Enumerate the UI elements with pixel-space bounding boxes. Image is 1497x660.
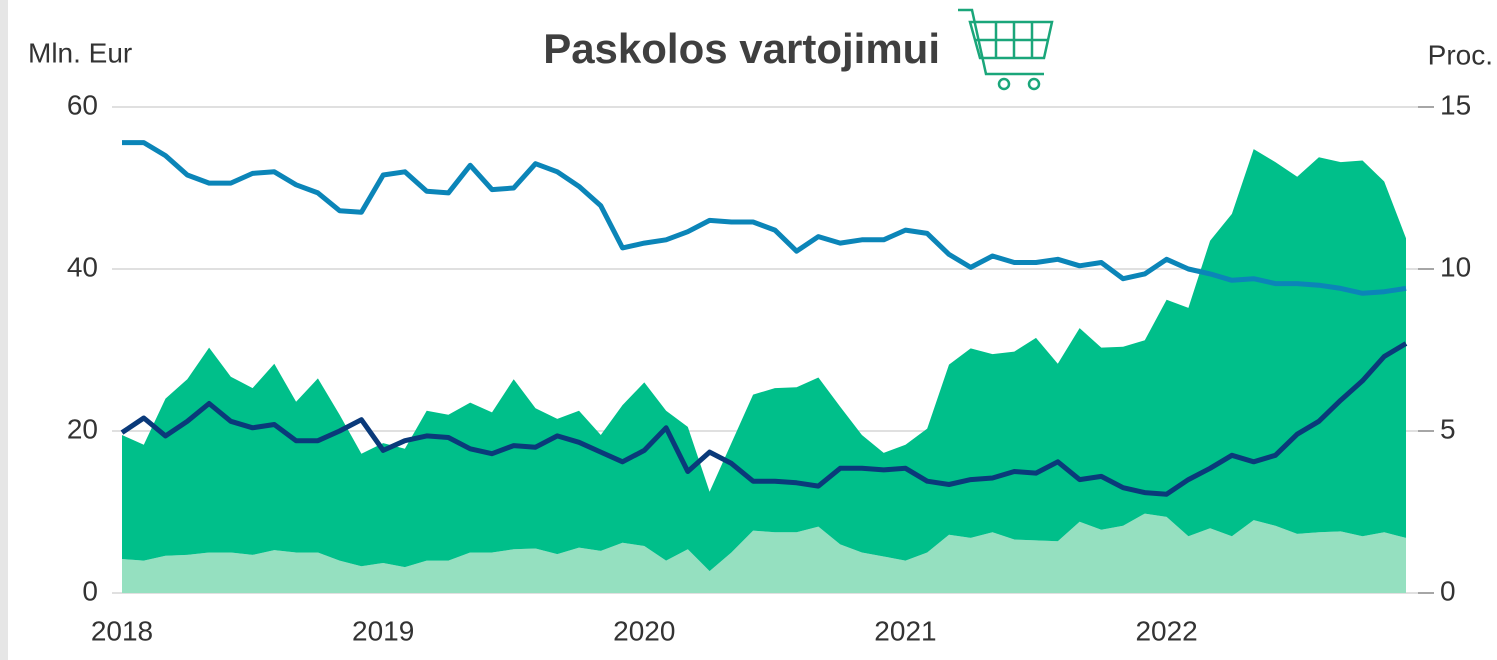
y2-tick-label: 15 — [1440, 89, 1471, 120]
line — [120, 341, 1408, 497]
area — [122, 149, 1406, 572]
chart-title: Paskolos vartojimui — [543, 25, 940, 72]
y2-tick-label: 5 — [1440, 413, 1456, 444]
x-tick-label: 2021 — [874, 615, 936, 646]
area — [122, 513, 1406, 593]
x-tick-label: 2022 — [1135, 615, 1197, 646]
y2-axis-label: Proc. — [1428, 39, 1493, 70]
y-tick-label: 20 — [67, 413, 98, 444]
y2-tick-label: 10 — [1440, 251, 1471, 282]
y-tick-label: 60 — [67, 89, 98, 120]
x-tick-label: 2020 — [613, 615, 675, 646]
plot: 0 20 40 60 0 5 10 15 2018 2019 2020 2021 2022 — [67, 89, 1471, 646]
y2-tick-label: 0 — [1440, 575, 1456, 606]
x-tick-label: 2019 — [352, 615, 414, 646]
cart-icon — [958, 8, 1054, 91]
frame-edge — [0, 0, 8, 660]
y-tick-label: 40 — [67, 251, 98, 282]
y-tick-label: 0 — [82, 575, 98, 606]
y-axis-label: Mln. Eur — [28, 37, 132, 68]
x-tick-label: 2018 — [91, 615, 153, 646]
line — [122, 140, 1407, 296]
